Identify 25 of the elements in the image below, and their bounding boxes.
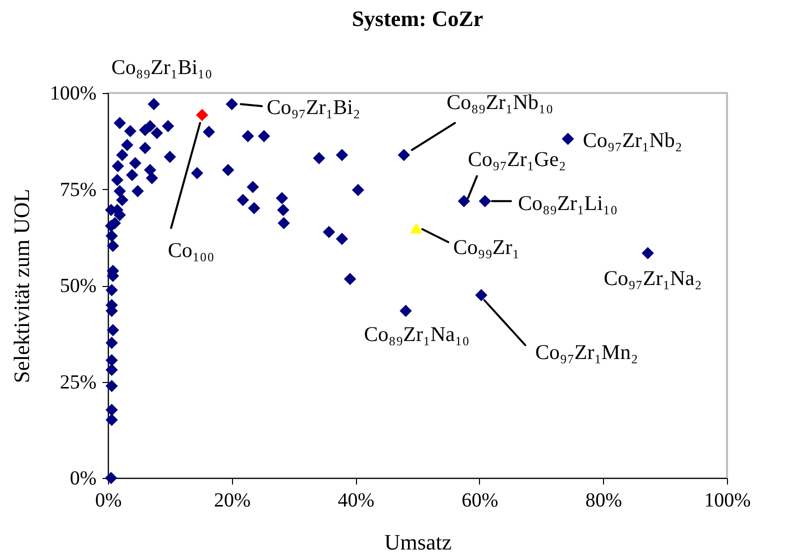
x-tick-label: 60% — [462, 490, 498, 512]
annotation: Co₉₇Zr₁Bi₂ — [266, 95, 360, 120]
annotation: Co₈₉Zr₁Bi₁₀ — [111, 55, 212, 80]
y-axis-title: Selektivität zum UOL — [8, 188, 34, 384]
x-tick-label: 20% — [214, 490, 251, 512]
annotation: Co₉₉Zr₁ — [453, 235, 520, 260]
x-tick-label: 100% — [704, 490, 751, 512]
x-tick-label: 80% — [585, 490, 622, 512]
annotation: Co₉₇Zr₁Nb₂ — [582, 128, 682, 152]
annotation: Co₈₉Zr₁Na₁₀ — [364, 322, 470, 346]
annotation: Co₉₇Zr₁Ge₂ — [468, 147, 566, 172]
y-tick-label: 50% — [60, 275, 96, 297]
y-tick-label: 75% — [60, 178, 96, 201]
y-tick-label: 25% — [60, 371, 96, 394]
x-axis-title: Umsatz — [384, 530, 452, 554]
chart-title: System: CoZr — [352, 6, 484, 32]
annotation: Co₉₇Zr₁Na₂ — [604, 266, 702, 290]
annotation: Co₉₇Zr₁Mn₂ — [535, 340, 638, 364]
annotation: Co₈₉Zr₁Li₁₀ — [518, 191, 618, 216]
annotation: Co₈₉Zr₁Nb₁₀ — [446, 90, 554, 114]
annotation: Co₁₀₀ — [168, 238, 214, 262]
x-tick-label: 40% — [338, 490, 374, 512]
y-tick-label: 100% — [50, 82, 96, 104]
y-tick-label: 0% — [70, 468, 96, 490]
x-tick-label: 0% — [95, 490, 122, 512]
